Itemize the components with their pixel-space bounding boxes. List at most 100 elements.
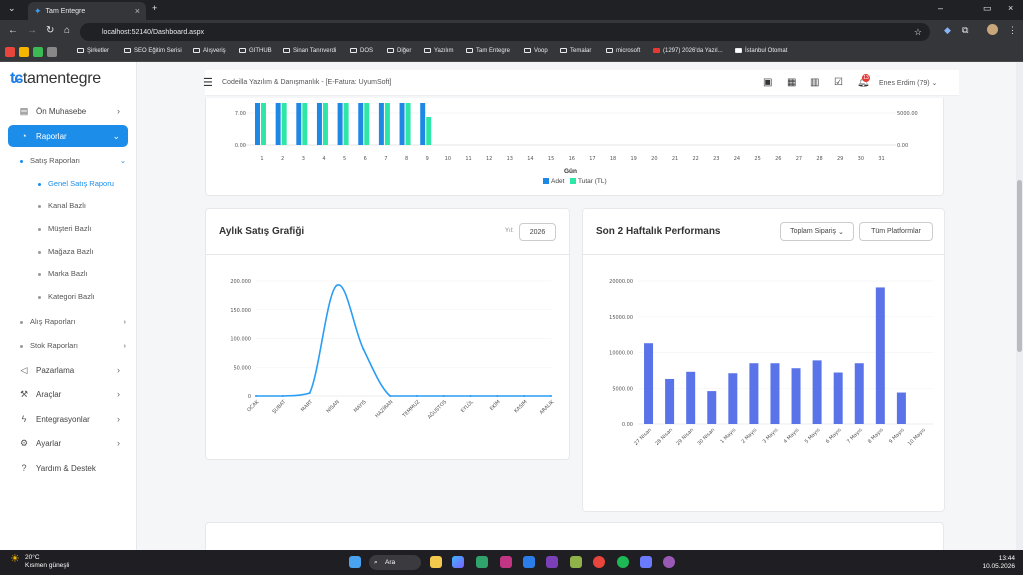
file-explorer-icon[interactable]: [430, 556, 442, 568]
vscode-icon[interactable]: [523, 556, 535, 568]
bell-icon[interactable]: 🔔︎: [857, 77, 870, 88]
hamburger-menu-icon[interactable]: ☰: [203, 77, 213, 89]
visual-studio-icon[interactable]: [546, 556, 558, 568]
daily-x-tick: 7: [384, 156, 387, 162]
sidebar-item-raporlar[interactable]: ◔ Raporlar ⌄: [8, 125, 128, 147]
sidebar-item-pazarlama[interactable]: ◁ Pazarlama ›: [8, 359, 128, 381]
home-icon[interactable]: ⌂: [64, 25, 71, 36]
top-header: [205, 70, 959, 96]
bookmark-folder[interactable]: SEO Eğitim Serisi: [124, 48, 182, 54]
daily-x-tick: 13: [507, 156, 513, 162]
weekly-x-tick: 9 Mayıs: [888, 427, 906, 445]
sidebar-item-yardim[interactable]: ? Yardım & Destek: [8, 457, 128, 479]
platform-select[interactable]: Tüm Platformlar: [859, 222, 933, 241]
sidebar-link-magaza[interactable]: Mağaza Bazlı: [38, 247, 93, 256]
browser-tab[interactable]: ✦ Tam Entegre ×: [28, 2, 146, 20]
legend-adet[interactable]: Adet: [543, 178, 564, 185]
edge-icon[interactable]: [476, 556, 488, 568]
sidebar-link-kategori[interactable]: Kategori Bazlı: [38, 292, 95, 301]
calculator-icon[interactable]: ▦: [787, 77, 797, 88]
weekly-y-tick: 10000.00: [609, 351, 633, 357]
weekly-y-tick: 5000.00: [612, 386, 633, 392]
start-icon[interactable]: [349, 556, 361, 568]
metric-select[interactable]: Toplam Sipariş ⌄: [780, 222, 854, 241]
sidebar-link-kanal[interactable]: Kanal Bazlı: [38, 201, 86, 210]
legend-tutar[interactable]: Tutar (TL): [570, 178, 607, 185]
back-icon[interactable]: ←: [8, 25, 18, 36]
cash-register-icon[interactable]: ▣: [763, 77, 773, 88]
logo[interactable]: ʨtamentegre: [10, 70, 101, 87]
sidebar-subitem-satis-raporlari[interactable]: Satış Raporları ⌄: [20, 156, 128, 165]
bookmark-folder[interactable]: Sinan Tanrıverdi: [283, 48, 336, 54]
bookmark-folder[interactable]: Temalar: [560, 48, 591, 54]
daily-bar-tutar: [261, 103, 266, 145]
daily-bar-adet: [296, 103, 302, 145]
bookmark-star-icon[interactable]: ☆: [913, 26, 922, 37]
sidebar-item-entegrasyonlar[interactable]: ϟ Entegrasyonlar ›: [8, 408, 128, 430]
user-menu[interactable]: Enes Erdim (79) ⌄: [879, 79, 937, 87]
bookmark-folder[interactable]: Şirketler: [77, 48, 109, 54]
scrollbar-thumb[interactable]: [1017, 180, 1022, 352]
sidebar-item-araclar[interactable]: ⚒ Araçlar ›: [19, 388, 120, 400]
megaphone-icon: ◁: [20, 364, 28, 375]
page-scrollbar[interactable]: [1016, 62, 1023, 550]
app-icon-red[interactable]: [5, 47, 15, 57]
bookmark-folder[interactable]: Tam Entegre: [466, 48, 510, 54]
year-select[interactable]: 2026: [519, 223, 556, 241]
app-icon[interactable]: [663, 556, 675, 568]
tab-list-icon[interactable]: ⌄: [8, 3, 16, 13]
sidebar-subitem-alis-raporlari[interactable]: Alış Raporları ›: [20, 317, 128, 326]
profile-avatar[interactable]: [987, 24, 998, 35]
monthly-y-tick: 200.000: [230, 279, 251, 285]
weekly-x-tick: 4 Mayıs: [783, 427, 801, 445]
bookmark-folder[interactable]: DOS: [350, 48, 373, 54]
reload-icon[interactable]: ↻: [46, 25, 55, 36]
clock-time: 13:44: [998, 555, 1015, 562]
extension-icon[interactable]: ◆: [944, 25, 951, 35]
monthly-x-tick: EKİM: [488, 398, 502, 412]
copilot-icon[interactable]: [452, 556, 464, 568]
calendar-icon[interactable]: ▥: [810, 77, 820, 88]
chevron-right-icon: ›: [123, 317, 127, 326]
chrome-icon[interactable]: [593, 556, 605, 568]
sidebar-link-genel-satis[interactable]: Genel Satış Raporu: [38, 179, 114, 188]
bookmark-folder[interactable]: Voop: [524, 48, 548, 54]
extensions-puzzle-icon[interactable]: ⧉: [962, 25, 969, 35]
bookmark-link[interactable]: İstanbul Otomat: [735, 48, 787, 54]
window-close-icon[interactable]: ×: [1008, 3, 1014, 13]
close-tab-icon[interactable]: ×: [134, 6, 140, 16]
daily-bar-adet: [337, 103, 343, 145]
bookmark-folder[interactable]: microsoft: [606, 48, 640, 54]
system-clock[interactable]: 13:44 10.05.2026: [975, 555, 1015, 571]
sidebar-link-musteri[interactable]: Müşteri Bazlı: [38, 224, 91, 233]
monthly-sales-line: [255, 284, 551, 397]
monthly-x-tick: ARALIK: [539, 399, 556, 416]
taskbar-search[interactable]: ⌕ Ara: [369, 555, 421, 570]
weather-widget[interactable]: ☀ 20°C Kısmen güneşli: [10, 554, 69, 570]
bookmark-folder[interactable]: Alışveriş: [193, 48, 226, 54]
app-icon-green[interactable]: [33, 47, 43, 57]
address-bar-row: ← → ↻ ⌂ localhost:52140/Dashboard.aspx ☆…: [0, 20, 1023, 44]
menu-dots-icon[interactable]: ⋮: [1008, 25, 1017, 35]
sidebar-item-on-muhasebe[interactable]: ▤ Ön Muhasebe ›: [19, 105, 120, 117]
minimize-icon[interactable]: –: [938, 3, 944, 13]
sidebar-link-marka[interactable]: Marka Bazlı: [38, 269, 88, 278]
app-icon[interactable]: [570, 556, 582, 568]
new-tab-icon[interactable]: +: [152, 3, 158, 13]
maximize-icon[interactable]: ▭: [983, 3, 992, 13]
checklist-icon[interactable]: ☑: [834, 77, 843, 88]
bookmark-folder[interactable]: Yazılım: [424, 48, 454, 54]
bookmark-youtube[interactable]: (1297) 2026'da Yazıl...: [653, 48, 723, 54]
daily-x-tick: 29: [837, 156, 843, 162]
spotify-icon[interactable]: [617, 556, 629, 568]
bookmark-folder[interactable]: GITHUB: [239, 48, 272, 54]
sidebar-item-ayarlar[interactable]: ⚙ Ayarlar ›: [19, 437, 120, 449]
sidebar-subitem-stok-raporlari[interactable]: Stok Raporları ›: [20, 341, 128, 350]
bookmark-folder[interactable]: Diğer: [387, 48, 411, 54]
app-icon-grey[interactable]: [47, 47, 57, 57]
forward-icon[interactable]: →: [27, 25, 37, 36]
app-icon[interactable]: [640, 556, 652, 568]
app-icon[interactable]: [500, 556, 512, 568]
app-icon-yellow[interactable]: [19, 47, 29, 57]
url-field[interactable]: localhost:52140/Dashboard.aspx ☆: [80, 23, 930, 41]
